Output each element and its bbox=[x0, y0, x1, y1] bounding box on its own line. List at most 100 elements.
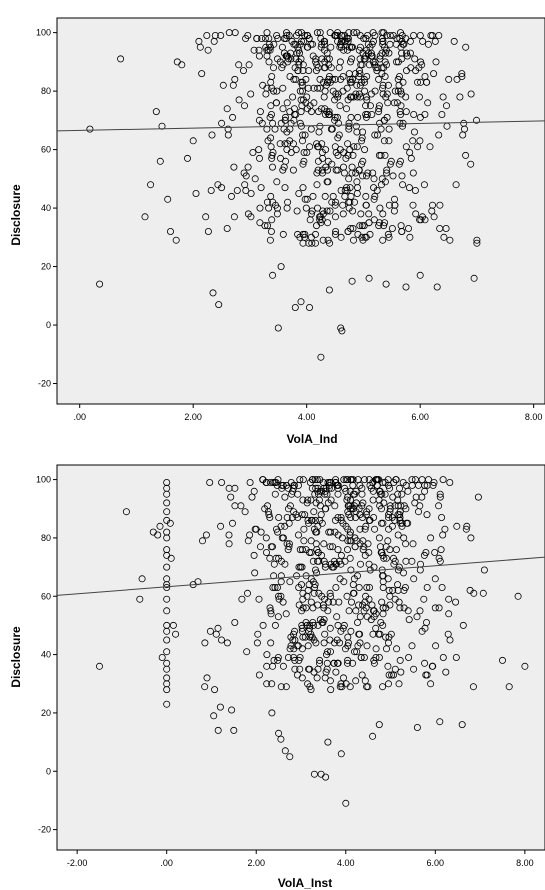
x-tick-label: 8.00 bbox=[525, 412, 543, 422]
data-point bbox=[225, 29, 233, 37]
data-point bbox=[238, 595, 246, 603]
plot-area bbox=[56, 17, 545, 405]
data-point bbox=[280, 163, 288, 171]
data-point bbox=[337, 680, 345, 688]
data-point bbox=[386, 160, 394, 168]
y-tick-label: 0 bbox=[46, 320, 51, 330]
data-point bbox=[258, 35, 266, 43]
data-point bbox=[336, 58, 344, 66]
data-point bbox=[345, 607, 353, 615]
data-point bbox=[353, 143, 361, 151]
data-point bbox=[223, 105, 231, 113]
data-point bbox=[172, 236, 180, 244]
data-point bbox=[359, 236, 367, 244]
data-point bbox=[263, 651, 271, 659]
data-point bbox=[350, 589, 358, 597]
data-point bbox=[331, 213, 339, 221]
data-point bbox=[360, 654, 368, 662]
data-point bbox=[347, 627, 355, 635]
data-point bbox=[229, 113, 237, 121]
data-point bbox=[438, 111, 446, 119]
data-point bbox=[453, 522, 461, 530]
data-point bbox=[340, 46, 348, 54]
data-point bbox=[192, 189, 200, 197]
data-point bbox=[308, 239, 316, 247]
data-point bbox=[367, 616, 375, 624]
data-point bbox=[378, 35, 386, 43]
data-point bbox=[387, 157, 395, 165]
data-point bbox=[421, 487, 429, 495]
data-point bbox=[243, 648, 251, 656]
data-point bbox=[336, 639, 344, 647]
data-point bbox=[295, 563, 303, 571]
data-point bbox=[290, 105, 298, 113]
data-point bbox=[442, 668, 450, 676]
data-point bbox=[302, 204, 310, 212]
data-point bbox=[416, 32, 424, 40]
data-point bbox=[301, 131, 309, 139]
data-point bbox=[228, 706, 236, 714]
data-point bbox=[313, 169, 321, 177]
data-point bbox=[356, 613, 364, 621]
data-point bbox=[339, 210, 347, 218]
data-point bbox=[383, 166, 391, 174]
data-point bbox=[384, 230, 392, 238]
data-point bbox=[331, 113, 339, 121]
data-point bbox=[311, 239, 319, 247]
data-point bbox=[421, 216, 429, 224]
data-point bbox=[349, 476, 357, 484]
data-point bbox=[223, 224, 231, 232]
data-point bbox=[473, 236, 481, 244]
data-point bbox=[280, 49, 288, 57]
data-point bbox=[458, 73, 466, 81]
data-point bbox=[377, 519, 385, 527]
y-tick-label: 20 bbox=[41, 708, 51, 718]
data-point bbox=[299, 496, 307, 504]
data-point bbox=[218, 119, 226, 127]
data-point bbox=[96, 662, 104, 670]
data-point bbox=[211, 686, 219, 694]
data-point bbox=[299, 61, 307, 69]
data-point bbox=[359, 537, 367, 545]
data-point bbox=[352, 122, 360, 130]
data-point bbox=[334, 659, 342, 667]
data-point bbox=[264, 46, 272, 54]
data-point bbox=[309, 40, 317, 48]
data-point bbox=[261, 222, 269, 230]
data-point bbox=[344, 476, 352, 484]
data-point bbox=[473, 239, 481, 247]
data-point bbox=[462, 43, 470, 51]
data-point bbox=[358, 671, 366, 679]
data-point bbox=[218, 478, 226, 486]
data-point bbox=[365, 274, 373, 282]
data-point bbox=[339, 163, 347, 171]
data-point bbox=[163, 665, 171, 673]
data-point bbox=[408, 476, 416, 484]
data-point bbox=[262, 90, 270, 98]
data-point bbox=[321, 595, 329, 603]
data-point bbox=[289, 93, 297, 101]
data-point bbox=[320, 639, 328, 647]
data-point bbox=[277, 557, 285, 565]
data-point bbox=[406, 233, 414, 241]
data-point bbox=[350, 29, 358, 37]
data-point bbox=[319, 207, 327, 215]
data-point bbox=[227, 493, 235, 501]
data-point bbox=[371, 131, 379, 139]
data-point bbox=[297, 298, 305, 306]
points-layer bbox=[96, 476, 529, 807]
y-tick-label: 100 bbox=[36, 28, 51, 38]
data-point bbox=[203, 32, 211, 40]
data-point bbox=[333, 613, 341, 621]
data-point bbox=[331, 96, 339, 104]
data-point bbox=[428, 207, 436, 215]
data-point bbox=[362, 111, 370, 119]
data-point bbox=[370, 184, 378, 192]
data-point bbox=[324, 236, 332, 244]
data-point bbox=[385, 201, 393, 209]
data-point bbox=[163, 607, 171, 615]
data-point bbox=[246, 478, 254, 486]
data-point bbox=[257, 528, 265, 536]
data-point bbox=[387, 630, 395, 638]
